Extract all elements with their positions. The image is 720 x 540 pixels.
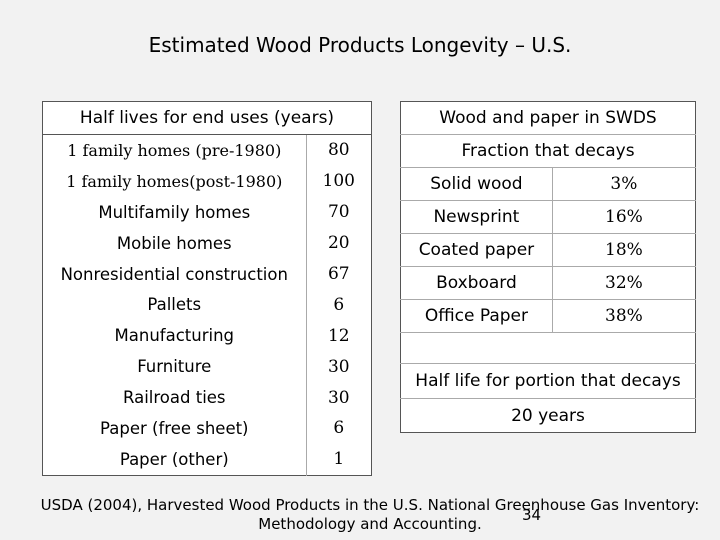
table-row: 1 family homes (pre-1980) 80: [43, 134, 372, 166]
row-label: 1 family homes(post-1980): [66, 171, 283, 191]
row-label: Office Paper: [400, 299, 553, 333]
table-row: Office Paper 38%: [400, 299, 696, 333]
row-label: Manufacturing: [114, 326, 235, 346]
table-row: Furniture 30: [43, 351, 372, 383]
row-value: 6: [305, 289, 372, 321]
row-label: Coated paper: [400, 233, 553, 267]
row-value: 38%: [551, 299, 696, 333]
table-row: Manufacturing 12: [43, 320, 372, 352]
table-row: Solid wood 3%: [400, 167, 696, 201]
row-value: 30: [305, 351, 372, 383]
row-value: 80: [305, 134, 372, 166]
row-value: 6: [305, 413, 372, 444]
table-row: Paper (free sheet) 6: [43, 413, 372, 444]
table-row: Mobile homes 20: [43, 227, 372, 259]
source-caption: USDA (2004), Harvested Wood Products in …: [30, 496, 710, 534]
table-row: 1 family homes(post-1980) 100: [43, 165, 372, 197]
row-value: 18%: [551, 233, 696, 267]
row-value: 16%: [551, 200, 696, 234]
caption-line-2: Methodology and Accounting.: [258, 515, 482, 533]
row-value: 20: [305, 227, 372, 259]
table-header: Half lives for end uses (years): [42, 101, 372, 135]
table-row: Railroad ties 30: [43, 382, 372, 414]
table-row: Coated paper 18%: [400, 233, 696, 267]
table-row: Newsprint 16%: [400, 200, 696, 234]
table-row: Nonresidential construction 67: [43, 258, 372, 290]
table-header: Wood and paper in SWDS: [400, 101, 696, 135]
half-life-value: 20 years: [511, 405, 585, 426]
table-row: Pallets 6: [43, 289, 372, 321]
slide-title: Estimated Wood Products Longevity – U.S.: [148, 33, 572, 57]
half-life-label: Half life for portion that decays: [400, 363, 696, 399]
table-row: Paper (other) 1: [43, 443, 372, 476]
spacer-row: [400, 332, 696, 364]
row-value: 12: [305, 320, 372, 352]
row-label: Boxboard: [400, 266, 553, 300]
row-value: 30: [305, 382, 372, 414]
swds-decay-table: Wood and paper in SWDS Fraction that dec…: [400, 101, 696, 433]
row-label: 1 family homes (pre-1980): [67, 140, 282, 160]
row-label: Mobile homes: [116, 233, 232, 253]
empty-cell: [400, 332, 696, 364]
table-row: Multifamily homes 70: [43, 196, 372, 228]
row-value: 67: [305, 258, 372, 290]
row-label: Furniture: [137, 357, 212, 377]
row-label: Paper (other): [119, 449, 229, 469]
row-value: 100: [305, 165, 372, 197]
caption-line-1: USDA (2004), Harvested Wood Products in …: [40, 496, 700, 514]
row-label: Newsprint: [400, 200, 553, 234]
row-label: Railroad ties: [123, 388, 226, 408]
row-value: 3%: [551, 167, 696, 201]
row-label: Solid wood: [400, 167, 553, 201]
page-number: 34: [522, 506, 542, 524]
row-value: 1: [305, 443, 372, 476]
row-value: 70: [305, 196, 372, 228]
table-subheader: Fraction that decays: [400, 134, 696, 168]
end-use-half-lives-table: Half lives for end uses (years) 1 family…: [42, 101, 372, 476]
row-label: Nonresidential construction: [60, 264, 288, 284]
row-value: 32%: [551, 266, 696, 300]
row-label: Paper (free sheet): [100, 418, 249, 438]
row-label: Multifamily homes: [98, 202, 251, 222]
table-row: Boxboard 32%: [400, 266, 696, 300]
row-label: Pallets: [147, 295, 202, 315]
